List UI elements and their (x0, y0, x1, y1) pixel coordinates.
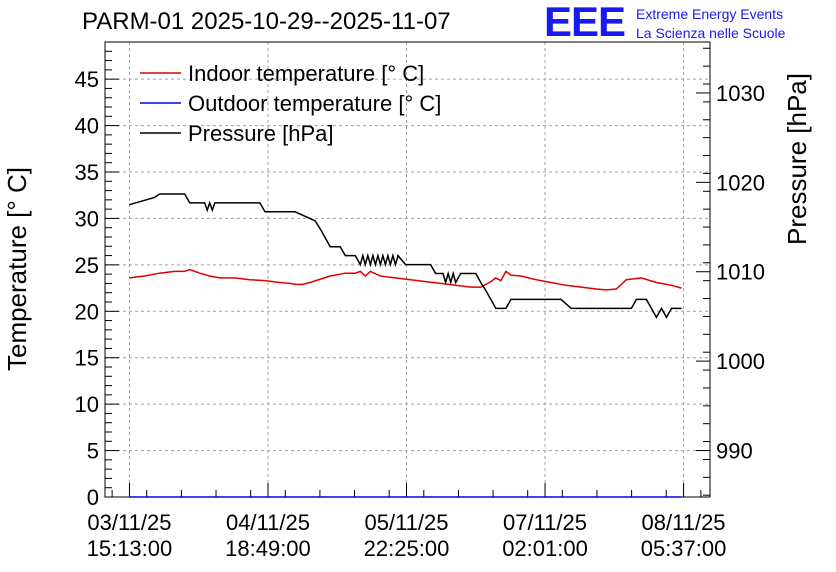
x-tick-label-time: 05:37:00 (641, 536, 727, 561)
y-right-tick-label: 1010 (716, 260, 765, 285)
x-tick-label-date: 03/11/25 (87, 510, 171, 535)
axis-layer: 0 5 10 15 20 25 30 35 40 45 990 1000 1010 1020 1030 03/… (75, 41, 765, 561)
y-left-tick-label: 20 (75, 299, 99, 324)
y-axis-label-right: Pressure [hPa] (782, 73, 812, 245)
y-left-tick-label: 5 (87, 439, 99, 464)
y-right-tick-label: 1020 (716, 170, 765, 195)
y-left-tick-label: 15 (75, 346, 99, 371)
logo-text-line-2: La Scienza nelle Scuole (636, 25, 786, 41)
y-left-tick-label: 10 (75, 392, 99, 417)
x-tick-label-time: 02:01:00 (502, 536, 588, 561)
x-tick-label-time: 15:13:00 (87, 536, 173, 561)
x-tick-label-time: 22:25:00 (364, 536, 450, 561)
series-line-indoor-temperature (129, 268, 682, 291)
legend-label: Pressure [hPa] (188, 121, 334, 146)
y-right-tick-label: 1000 (716, 349, 765, 374)
eee-logo-mark: EEE (544, 0, 626, 45)
y-left-tick-label: 30 (75, 206, 99, 231)
legend: Indoor temperature [° C] Outdoor temperat… (140, 61, 441, 146)
legend-label: Outdoor temperature [° C] (188, 91, 441, 116)
logo-text-line-1: Extreme Energy Events (636, 6, 784, 22)
y-left-tick-label: 45 (75, 67, 99, 92)
y-left-tick-label: 0 (87, 485, 99, 510)
legend-label: Indoor temperature [° C] (188, 61, 424, 86)
y-right-tick-label: 1030 (716, 81, 765, 106)
series-layer (129, 193, 682, 498)
x-tick-label-date: 04/11/25 (226, 510, 310, 535)
x-tick-label-date: 05/11/25 (364, 510, 448, 535)
y-axis-label-left: Temperature [° C] (2, 167, 32, 371)
chart-title: PARM-01 2025-10-29--2025-11-07 (82, 8, 451, 35)
y-left-tick-label: 40 (75, 114, 99, 139)
grid-layer (105, 42, 710, 497)
series-line-pressure (129, 193, 682, 319)
x-tick-label-date: 07/11/25 (503, 510, 587, 535)
y-left-tick-label: 25 (75, 253, 99, 278)
eee-logo: EEE Extreme Energy Events La Scienza nel… (544, 0, 834, 46)
x-tick-label-date: 08/11/25 (642, 510, 726, 535)
y-left-tick-label: 35 (75, 160, 99, 185)
x-tick-label-time: 18:49:00 (225, 536, 311, 561)
y-right-tick-label: 990 (716, 439, 753, 464)
